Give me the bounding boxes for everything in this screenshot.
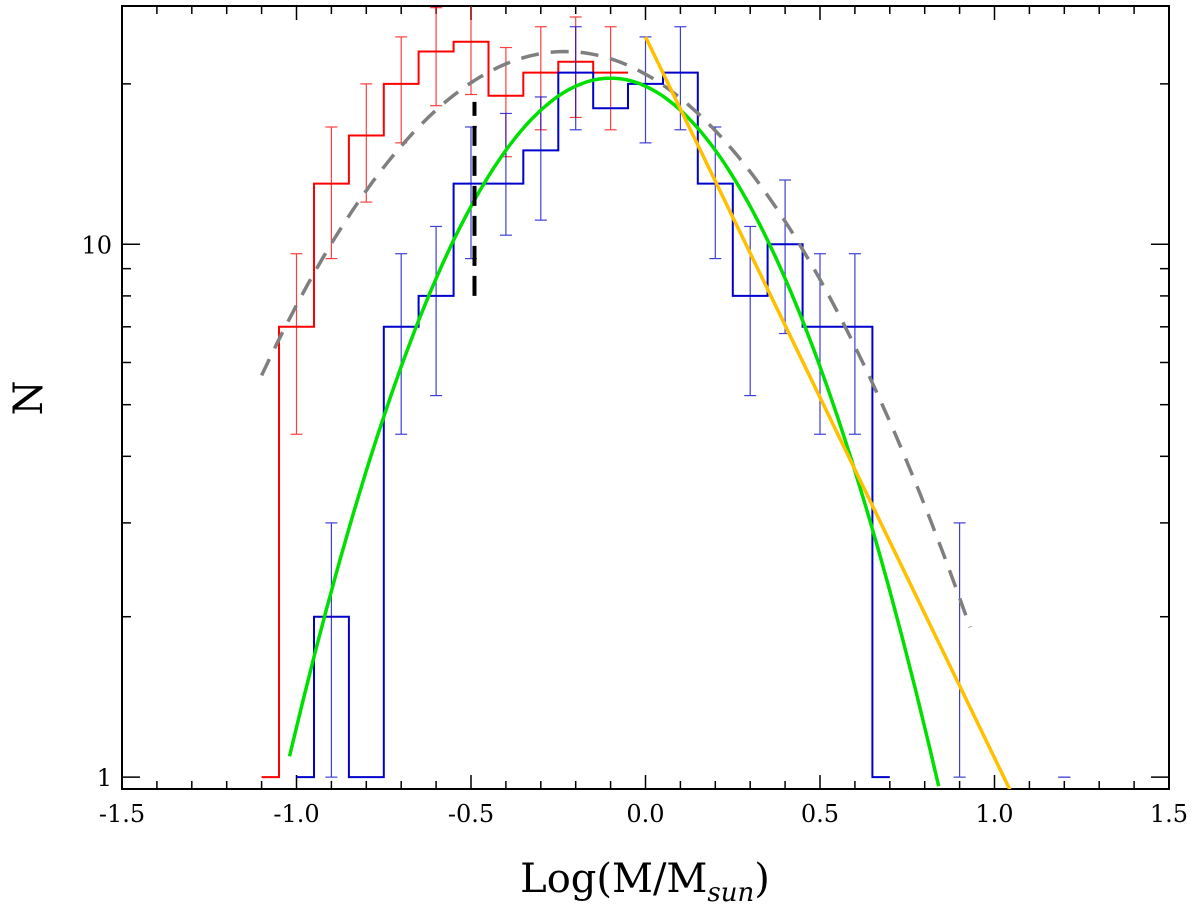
blue-histogram-error-bar — [814, 253, 826, 435]
blue-histogram-error-bar — [779, 179, 792, 335]
green-fit — [287, 76, 941, 787]
red-histogram-group — [261, 6, 628, 779]
blue-histogram-steps — [296, 71, 890, 779]
blue-histogram-group — [296, 26, 1071, 779]
orange-power-law — [643, 36, 1012, 789]
red-histogram-steps — [261, 40, 628, 779]
blue-histogram-error-bar — [499, 112, 512, 236]
blue-histogram-error-bar — [848, 253, 861, 435]
y-axis-title: N — [6, 381, 52, 416]
red-histogram-error-bar — [465, 6, 477, 96]
x-axis-title-close: ) — [754, 856, 770, 902]
x-axis-title: Log(M/Msun) — [520, 856, 770, 908]
x-tick-label: -1.0 — [273, 800, 319, 828]
x-tick-label: 0.0 — [626, 800, 664, 828]
blue-histogram-error-bar — [395, 253, 408, 435]
gray-dashed-fit — [260, 49, 972, 628]
blue-histogram-error-bar — [569, 26, 582, 131]
y-tick-label: 1 — [97, 764, 112, 792]
x-tick-label: -0.5 — [448, 800, 494, 828]
series-layer — [260, 6, 1071, 789]
blue-histogram-error-bar — [534, 96, 547, 221]
red-histogram-error-bar — [430, 7, 443, 107]
red-histogram-error-bar — [290, 253, 303, 435]
x-axis-title-main: Log(M/M — [520, 856, 707, 902]
red-histogram-error-bar — [360, 83, 373, 203]
red-histogram-error-bar — [395, 36, 408, 144]
blue-histogram-error-bar — [953, 522, 966, 778]
x-axis-title-subscript: sun — [707, 878, 754, 908]
x-tick-label: 1.0 — [975, 800, 1013, 828]
x-tick-label: 1.5 — [1150, 800, 1188, 828]
blue-histogram-error-bar — [430, 225, 443, 397]
blue-histogram-error-bar — [325, 522, 338, 778]
red-histogram-error-bar — [325, 126, 338, 260]
x-tick-label: 0.5 — [801, 800, 839, 828]
tick-labels: -1.5 -1.0 -0.5 0.0 0.5 1.0 1.5 1 10 — [81, 231, 1188, 828]
x-tick-label: -1.5 — [99, 800, 145, 828]
y-tick-label: 10 — [81, 231, 112, 259]
